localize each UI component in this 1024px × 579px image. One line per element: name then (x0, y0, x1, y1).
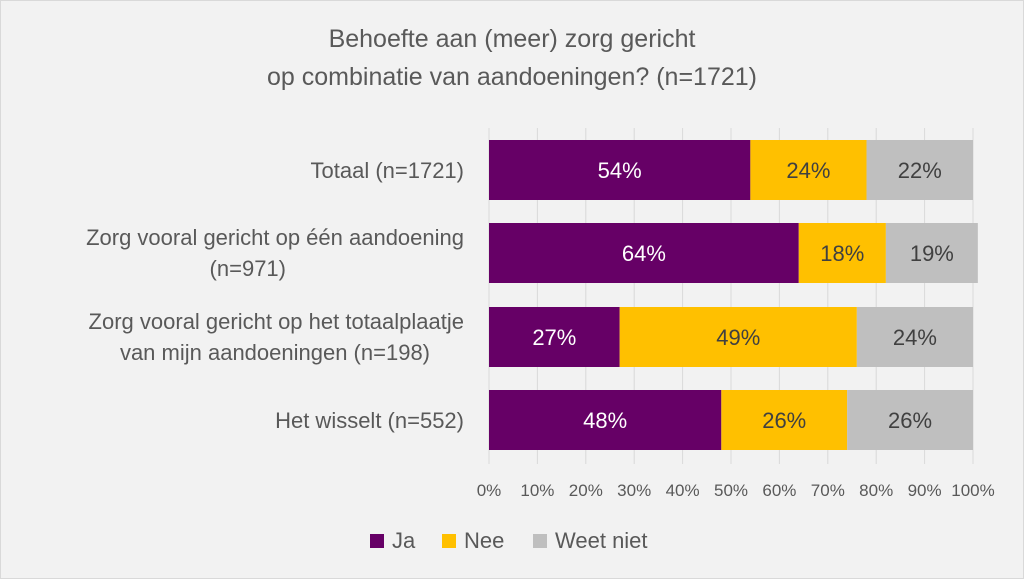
data-label-nee-0: 24% (786, 158, 830, 183)
bar-ja-0 (489, 140, 751, 200)
x-tick-label: 70% (811, 481, 845, 500)
bar-ja-2 (489, 307, 620, 367)
bar-nee-3 (721, 390, 848, 450)
x-tick-label: 90% (908, 481, 942, 500)
legend-item-weet-niet: Weet niet (533, 528, 648, 554)
legend-item-ja: Ja (370, 528, 415, 554)
legend-swatch-weet-niet (533, 534, 547, 548)
chart-title-line-2: op combinatie van aandoeningen? (n=1721) (267, 63, 757, 91)
category-label-een-aandoening: Zorg vooral gericht op één aandoening (n… (86, 225, 464, 281)
x-tick-label: 60% (762, 481, 796, 500)
data-label-ja-2: 27% (532, 325, 576, 350)
x-tick-label: 40% (666, 481, 700, 500)
data-label-weet-niet-2: 24% (893, 325, 937, 350)
x-tick-label: 80% (859, 481, 893, 500)
data-label-nee-2: 49% (716, 325, 760, 350)
data-label-ja-3: 48% (583, 408, 627, 433)
x-tick-label: 30% (617, 481, 651, 500)
x-tick-label: 20% (569, 481, 603, 500)
data-label-weet-niet-1: 19% (910, 241, 954, 266)
data-label-weet-niet-0: 22% (898, 158, 942, 183)
bar-nee-0 (750, 140, 867, 200)
data-label-weet-niet-3: 26% (888, 408, 932, 433)
chart-title-line-1: Behoefte aan (meer) zorg gericht (328, 25, 696, 53)
bar-ja-3 (489, 390, 722, 450)
legend-item-nee: Nee (442, 528, 504, 554)
data-label-nee-3: 26% (762, 408, 806, 433)
x-tick-label: 50% (714, 481, 748, 500)
bar-ja-1 (489, 223, 799, 283)
bar-nee-1 (798, 223, 886, 283)
bar-nee-2 (619, 307, 857, 367)
bar-weet-niet-2 (856, 307, 973, 367)
x-tick-label: 10% (520, 481, 554, 500)
bar-weet-niet-1 (885, 223, 978, 283)
bar-weet-niet-3 (847, 390, 973, 450)
legend-swatch-nee (442, 534, 456, 548)
x-tick-label: 0% (477, 481, 502, 500)
bar-weet-niet-0 (866, 140, 973, 200)
x-tick-label: 100% (951, 481, 994, 500)
category-label-totaal: Totaal (n=1721) (310, 158, 465, 183)
legend-swatch-ja (370, 534, 384, 548)
data-label-ja-0: 54% (598, 158, 642, 183)
data-label-ja-1: 64% (622, 241, 666, 266)
category-label-wisselt: Het wisselt (n=552) (275, 408, 464, 433)
data-label-nee-1: 18% (820, 241, 864, 266)
category-label-totaalplaatje: Zorg vooral gericht op het totaalplaatje… (88, 309, 464, 365)
